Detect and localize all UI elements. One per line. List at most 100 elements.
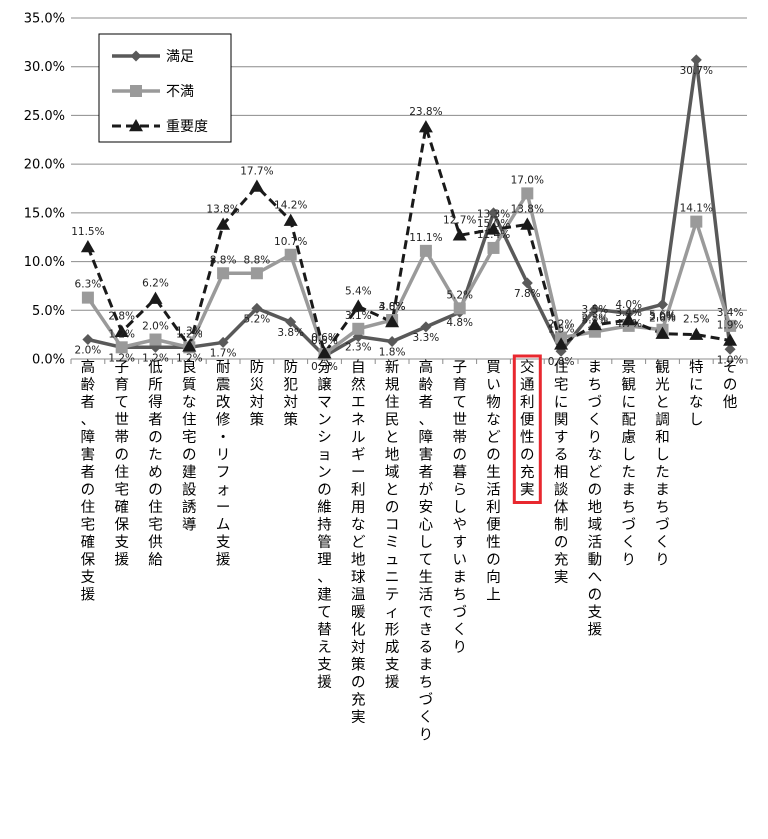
data-label: 3.8%	[379, 301, 406, 313]
data-label: 2.0%	[75, 345, 102, 357]
data-label: 5.2%	[446, 289, 473, 301]
data-label: 11.5%	[71, 226, 104, 238]
marker-square	[150, 334, 162, 346]
data-label: 10.7%	[274, 236, 307, 248]
data-label: 11.1%	[409, 232, 442, 244]
category-label: 買い物などの生活利便性の向上	[486, 360, 501, 604]
data-label: 4.8%	[446, 317, 473, 329]
y-tick-label: 30.0%	[24, 60, 65, 75]
category-label: 防犯対策	[283, 359, 298, 429]
data-label: 17.0%	[511, 174, 544, 186]
x-axis	[71, 359, 747, 364]
data-label: 14.2%	[274, 200, 307, 212]
data-label: 13.8%	[206, 204, 239, 216]
category-label: 分譲マンションの維持管理、建て替え支援	[317, 359, 332, 691]
y-axis-tick-labels: 0.0% 5.0% 10.0% 15.0% 20.0% 25.0% 30.0% 35.0%	[24, 12, 65, 368]
data-label: 8.8%	[244, 254, 271, 266]
data-label: 4.7%	[615, 318, 642, 330]
category-label: 住宅に関する相談体制の充実	[554, 359, 569, 586]
legend-label: 満足	[166, 49, 194, 65]
y-tick-label: 10.0%	[24, 255, 65, 270]
marker-square	[690, 216, 702, 228]
data-label: 17.7%	[240, 166, 273, 178]
category-labels: 高齢者、障害者の住宅確保支援 子育て世帯の住宅確保支援 低所得者のための住宅供給 良質…	[81, 358, 738, 744]
data-label: 2.0%	[142, 321, 169, 333]
data-label: 14.1%	[680, 203, 713, 215]
data-label: 3.1%	[345, 310, 372, 322]
category-label: 観光と調和したまちづくり	[655, 359, 670, 569]
marker-square	[420, 245, 432, 257]
data-label: 6.2%	[142, 278, 169, 290]
data-label: 30.7%	[680, 65, 713, 77]
marker-triangle	[81, 240, 95, 252]
data-label: 3.4%	[717, 307, 744, 319]
y-tick-label: 35.0%	[24, 12, 65, 27]
y-tick-label: 15.0%	[24, 206, 65, 221]
marker-triangle	[149, 292, 163, 304]
category-label: 高齢者、障害者の住宅確保支援	[81, 359, 96, 604]
data-label: 2.5%	[683, 314, 710, 326]
marker-diamond	[657, 299, 668, 310]
data-label: 5.4%	[345, 285, 372, 297]
data-label: 1.5%	[548, 323, 575, 335]
data-label: 1.8%	[379, 346, 406, 358]
legend-label: 重要度	[166, 119, 208, 135]
data-label: 3.3%	[413, 332, 440, 344]
category-label: 子育て世帯の暮らしやすいまちづくり	[452, 359, 467, 656]
y-tick-label: 0.0%	[32, 353, 65, 368]
data-label: 6.3%	[75, 279, 102, 291]
data-label: 2.3%	[345, 342, 372, 354]
data-label: 3.8%	[277, 327, 304, 339]
category-label: 防災対策	[250, 359, 265, 429]
category-label: 子育て世帯の住宅確保支援	[114, 359, 129, 569]
category-label: 特になし	[689, 359, 704, 429]
marker-square	[130, 85, 142, 97]
category-label: その他	[723, 360, 738, 411]
marker-square	[217, 267, 229, 279]
data-label: 11.4%	[477, 229, 510, 241]
category-label: 耐震改修・リフォーム支援	[216, 359, 231, 569]
data-label: 0.6%	[311, 332, 338, 344]
data-label: 2.8%	[108, 311, 135, 323]
data-label: 4.0%	[615, 299, 642, 311]
y-tick-label: 25.0%	[24, 109, 65, 124]
marker-square	[454, 302, 466, 314]
marker-triangle	[250, 180, 264, 192]
data-label: 13.3%	[477, 208, 510, 220]
data-label: 7.8%	[514, 288, 541, 300]
category-label: 交通利便性の充実	[520, 358, 535, 499]
marker-square	[352, 323, 364, 335]
category-label: 自然エネルギー利用など地球温暖化対策の充実	[351, 359, 366, 726]
category-label: 景観に配慮したまちづくり	[621, 360, 636, 569]
data-label: 1.9%	[717, 319, 744, 331]
data-label: 1.3%	[176, 325, 203, 337]
marker-triangle	[284, 214, 298, 226]
data-label: 1.2%	[108, 328, 135, 340]
category-label: 良質な住宅の建設誘導	[182, 359, 197, 534]
data-label: 3.5%	[582, 304, 609, 316]
marker-diamond	[420, 321, 431, 332]
category-label: まちづくりなどの地域活動への支援	[588, 360, 603, 639]
data-label: 12.7%	[443, 214, 476, 226]
marker-square	[285, 249, 297, 261]
category-label: 低所得者のための住宅供給	[148, 359, 163, 569]
y-tick-label: 5.0%	[32, 304, 65, 319]
marker-square	[82, 292, 94, 304]
data-label: 13.8%	[511, 204, 544, 216]
marker-diamond	[387, 336, 398, 347]
data-label: 2.6%	[649, 313, 676, 325]
data-label: 5.2%	[244, 313, 271, 325]
data-label: 23.8%	[409, 106, 442, 118]
data-label: 1.7%	[210, 347, 237, 359]
y-tick-label: 20.0%	[24, 158, 65, 173]
marker-square	[488, 242, 500, 254]
marker-square	[521, 187, 533, 199]
legend-label: 不満	[166, 84, 194, 100]
marker-diamond	[82, 334, 93, 345]
marker-square	[251, 267, 263, 279]
marker-diamond	[691, 54, 702, 65]
marker-triangle	[419, 120, 433, 132]
category-label: 新規住民と地域とのコミュニティ形成支援	[385, 359, 400, 691]
